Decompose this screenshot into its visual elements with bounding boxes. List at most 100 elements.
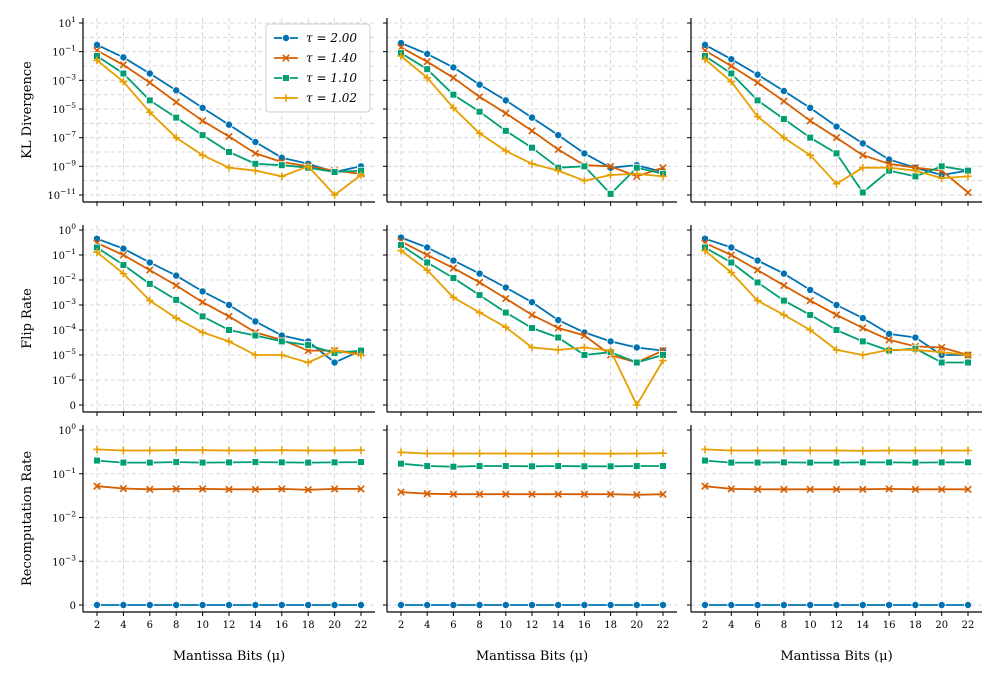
data-point [806,103,815,112]
data-point [911,346,920,354]
data-point [885,329,894,338]
data-point [753,485,762,494]
data-point [119,458,128,467]
data-point [198,485,207,493]
data-point [357,458,365,466]
data-point [806,485,814,494]
data-point [397,246,405,255]
data-point [806,326,814,334]
data-point [397,52,405,60]
data-point [198,131,207,139]
data-point [832,149,841,158]
data-point [885,163,893,172]
data-point [633,449,641,458]
x-tick-label: 4 [120,620,126,631]
data-point [449,293,458,302]
data-point [146,108,154,116]
data-point [753,78,762,87]
data-point [502,490,510,499]
data-point [779,87,788,96]
data-point [528,311,536,319]
data-point [528,298,537,307]
data-point [145,69,154,78]
data-point [357,446,365,455]
data-point [145,96,154,105]
data-point [119,244,128,253]
data-point [145,280,154,288]
x-tick-label: 16 [883,620,896,631]
data-point [859,485,867,494]
data-point [911,601,920,610]
data-point [423,251,431,259]
data-point [172,601,181,610]
data-point [251,317,260,326]
data-point [330,458,339,467]
data-point [632,343,641,352]
data-point [304,162,312,171]
data-point [659,449,667,457]
data-point [304,358,312,367]
data-point [146,266,154,274]
data-point [501,283,510,292]
data-point [423,49,432,58]
data-point [277,601,286,610]
data-point [423,489,431,498]
y-tick-label: 10−1 [52,247,76,262]
data-point [937,458,946,467]
data-point [502,323,510,331]
x-axis-title: Mantissa Bits (μ) [173,649,285,664]
data-point [858,314,867,323]
data-point [753,296,762,305]
data-point [501,127,510,135]
data-point [501,601,510,610]
data-point [145,258,154,267]
data-point [832,601,841,610]
legend: τ = 2.00 τ = 1.40 τ = 1.10 τ = 1.02 [265,23,371,113]
data-point [119,251,128,259]
x-tick-label: 22 [657,620,670,631]
panel-r2-c2 [383,225,677,416]
data-point [554,601,563,610]
data-point [225,458,233,467]
data-point [806,151,814,159]
data-point [304,458,312,467]
data-point [330,601,339,610]
data-point [225,326,233,334]
data-point [964,485,972,494]
data-point [727,258,736,267]
y-tick-label: 100 [58,222,76,237]
data-point [780,296,788,305]
data-point [859,351,867,359]
data-point [502,449,510,458]
data-point [225,163,233,172]
legend-entry: τ = 1.10 [306,71,357,85]
panel-r1-c2 [383,18,677,206]
data-point [475,449,484,458]
x-tick-label: 16 [275,620,288,631]
x-tick-label: 12 [830,620,843,631]
data-point [858,139,867,148]
data-point [251,137,260,146]
data-point [225,337,233,346]
data-point [172,314,180,322]
data-point [727,446,736,455]
data-point [832,133,841,142]
data-point [859,446,867,455]
data-point [964,172,972,181]
data-point [701,55,709,63]
data-point [119,61,128,69]
y-tick-label: 10−6 [52,372,76,387]
data-point [659,490,667,499]
data-point [198,446,207,455]
y-axis-title: Flip Rate [20,288,35,349]
data-point [885,485,893,493]
data-point [606,346,615,355]
data-point [449,274,458,282]
data-point [832,122,841,131]
data-point [93,40,102,49]
data-point [659,601,668,610]
y-axis-title: Recomputation Rate [20,451,35,586]
data-point [806,601,815,610]
data-point [475,269,484,278]
x-tick-label: 14 [249,620,262,631]
